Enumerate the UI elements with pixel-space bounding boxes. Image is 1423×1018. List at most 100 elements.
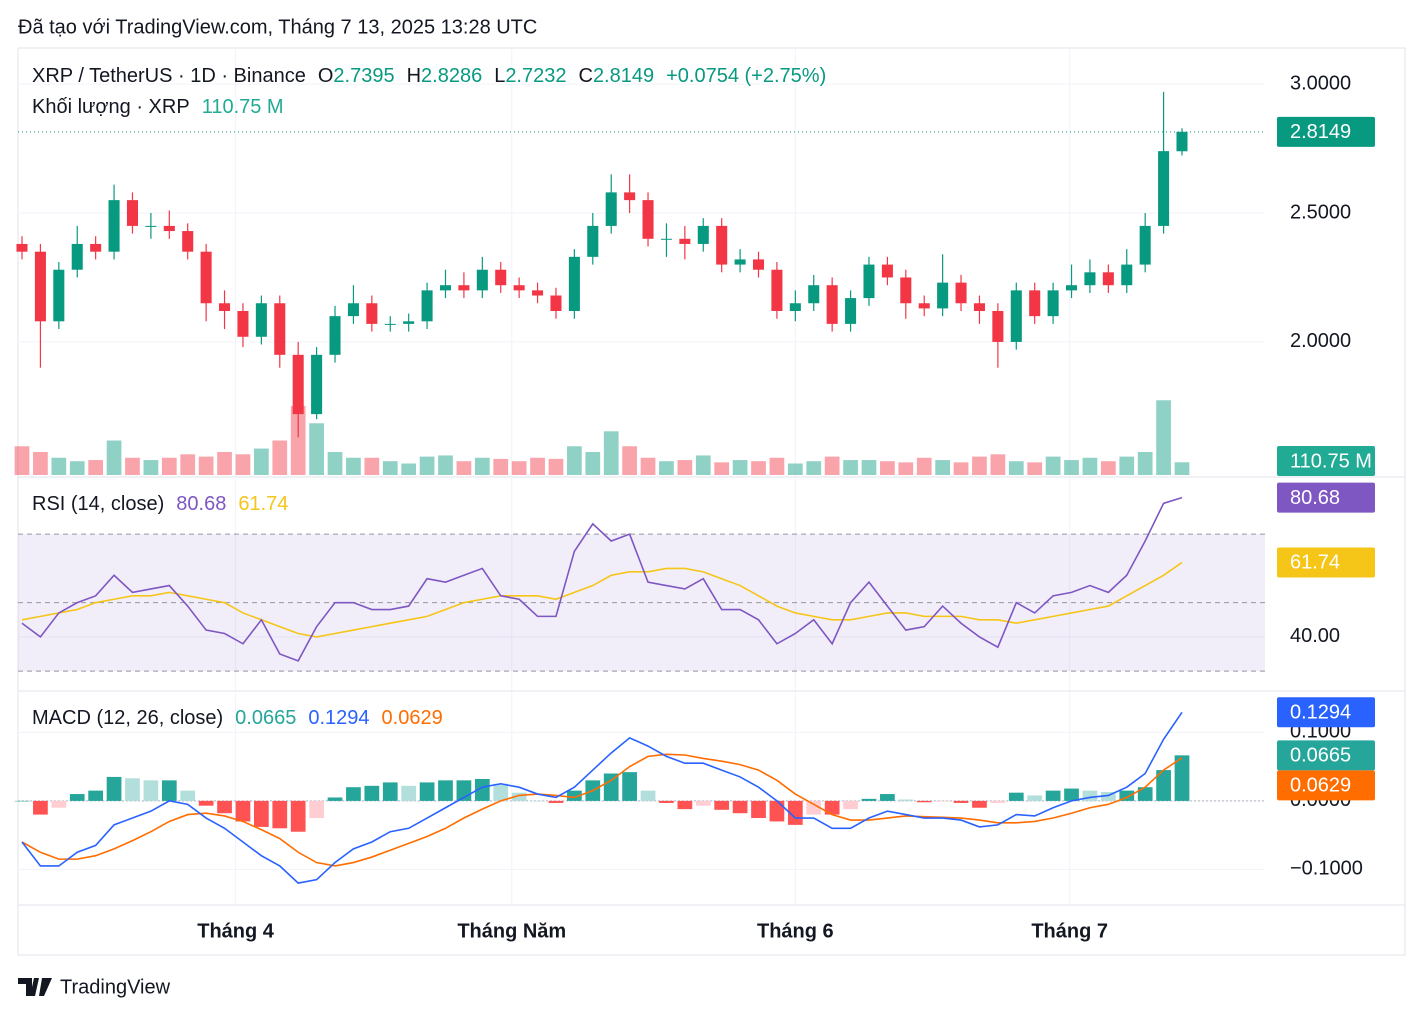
rsi-value: 80.68 [176,493,226,515]
macd-histogram-bar [364,785,380,801]
rsi-title: RSI (14, close) [32,493,164,515]
volume-bar [419,456,435,475]
volume-bar [714,462,730,475]
volume-bar [1100,461,1116,475]
volume-bar [769,457,785,475]
macd-histogram-bar [990,800,1006,803]
volume-bar [1119,456,1135,475]
candle-body [568,256,580,311]
x-tick-label: Tháng Năm [457,920,566,942]
macd-histogram-bar [309,800,324,819]
candle-body [660,238,672,240]
rsi-ma-label: 61.74 [1290,552,1340,574]
macd-histogram-bar [659,800,674,803]
candle-body [274,303,286,355]
candle-body [955,282,967,304]
macd-histogram-bar [769,800,785,822]
volume-bar [567,446,582,475]
macd-histogram-bar [327,797,343,801]
chart-frame [17,47,1406,956]
volume-bar [1137,452,1153,475]
x-tick-label: Tháng 6 [757,920,834,942]
macd-histogram-bar [640,790,656,801]
symbol-title: XRP / TetherUS · 1D · Binance [32,65,306,87]
candle-body [384,323,396,325]
candle-body [513,285,525,291]
candle-body [881,264,893,278]
volume-bar [732,460,748,475]
candle-body [219,303,231,311]
macd-histogram-bar [1082,790,1098,801]
volume-bar [235,454,251,475]
macd-histogram-bar [1156,770,1171,801]
signal-box [1277,770,1375,801]
y-tick-label: 40.00 [1290,625,1340,647]
x-tick-label: Tháng 4 [197,920,275,942]
volume-bar [88,460,104,475]
last-price-label: 2.8149 [1290,121,1351,143]
macd-histogram-bar [69,794,85,801]
volume-bar [511,461,527,475]
ohlc-letter: C [578,65,592,87]
candle-body [16,243,28,252]
candle-body [771,269,783,311]
candle-body [34,251,46,322]
volume-bar [751,461,766,475]
candle-body [458,285,470,291]
volume-header: Khối lượng · XRP 110.75 M [32,96,284,118]
macd-histogram-bar [843,800,858,810]
macd-histogram-bar [622,772,637,801]
rsi-ma-box [1277,547,1375,578]
macd-histogram-bar [677,800,693,810]
candle-body [1102,272,1114,286]
ohlc-letter: O [318,65,334,87]
macd-histogram-bar [1119,790,1135,801]
volume-bar [824,456,840,475]
macd-histogram-bar [180,790,196,801]
macd-histogram-bar [14,800,30,802]
macd-histogram-bar [1174,755,1190,801]
candle-body [973,303,985,311]
macd-histogram-bar [198,800,214,806]
macd-histogram-bar [290,800,306,832]
macd-histogram-bar [898,799,914,801]
macd-histogram-bar [751,800,766,819]
volume-bar [548,458,564,475]
candle-body [1029,290,1041,317]
macd-histogram-bar [217,800,232,814]
volume-bar [327,452,343,475]
rsi-ma-value: 61.74 [238,493,288,515]
signal-label: 0.0629 [1290,775,1351,797]
volume-bar [198,456,214,475]
candle-body [1139,225,1151,265]
volume-bar [33,452,48,475]
candle-body [642,200,654,239]
logo-icon [18,978,52,996]
volume-bar [787,463,803,475]
volume-bar [640,457,656,475]
macd-histogram-bar [1045,790,1061,801]
volume-bar [401,463,417,475]
candle-body [550,295,562,311]
volume-bar [364,457,380,475]
marks [14,91,1265,884]
indicator-line [21,561,1183,638]
candle-body [734,259,746,265]
candle-body [532,290,544,296]
y-tick-label: 2.0000 [1290,330,1351,352]
candle-body [71,243,83,270]
grid [18,48,1405,906]
ohlc-letter: H [407,65,421,87]
macd-histogram-bar [382,782,398,801]
indicator-line [21,753,1183,867]
macd-title: MACD (12, 26, close) [32,707,223,729]
macd-histogram-bar [935,800,950,802]
symbol-header: XRP / TetherUS · 1D · Binance O2.7395 H2.8… [32,65,826,87]
volume-bar [51,457,67,475]
macd-histogram-bar [1064,788,1079,801]
candle-body [90,243,102,252]
candle-body [366,303,378,324]
volume-bar [935,460,950,475]
volume-bar [916,457,932,475]
macd-histogram-bar [787,800,803,825]
